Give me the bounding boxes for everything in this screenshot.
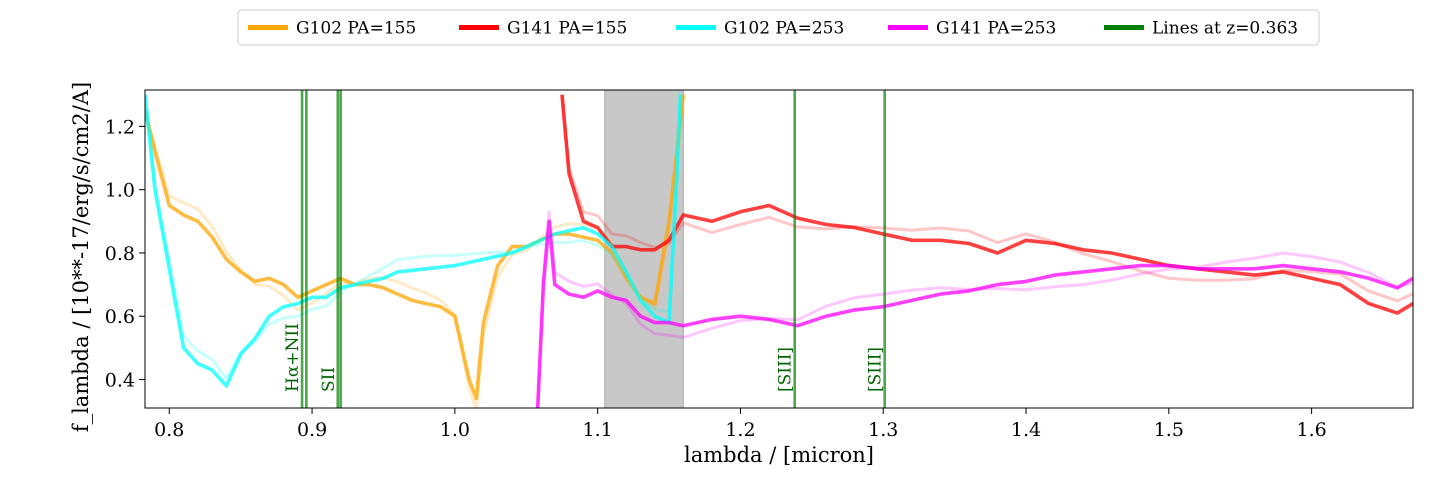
emission-line-label-4: [SIII] [776,347,796,392]
series-line-0 [145,94,686,401]
x-tick-label-4: 1.2 [725,419,755,441]
emission-line-label-0: Hα+NII [283,323,303,392]
series-noise-3 [536,210,1413,408]
axes: Hα+NII SII [SIII] [SIII] 0.8 0.9 1.0 1.1 1.2 1.3 1… [69,82,1414,467]
x-axis-label: lambda / [micron] [684,443,874,467]
x-tick-label-6: 1.4 [1011,419,1041,441]
series-noise-2 [145,90,682,381]
y-tick-label-4: 1.2 [105,116,135,138]
x-tick-label-5: 1.3 [868,419,898,441]
x-tick-label-1: 0.9 [297,419,327,441]
emission-line-label-2: SII [319,367,339,392]
x-tick-label-0: 0.8 [154,419,184,441]
y-axis-label: f_lambda / [10**-17/erg/s/cm2/A] [69,82,93,432]
y-tick-label-2: 0.8 [105,243,135,265]
legend-label-0: G102 PA=155 [296,19,416,39]
legend-label-4: Lines at z=0.363 [1152,19,1298,39]
legend-label-3: G141 PA=253 [936,19,1056,39]
plot-frame [144,89,1414,409]
y-tick-label-0: 0.4 [105,370,135,392]
series-noise-1 [560,94,1413,303]
x-tick-label-3: 1.1 [583,419,613,441]
emission-line-label-5: [SIII] [866,347,886,392]
series-line-2 [145,94,683,388]
series-line-1 [560,94,1413,315]
y-tick-label-1: 0.6 [105,306,135,328]
plot-area [145,90,1413,408]
legend-label-1: G141 PA=155 [507,19,627,39]
legend: G102 PA=155 G141 PA=155 G102 PA=253 G141 PA… [237,9,1320,46]
x-tick-label-8: 1.6 [1297,419,1327,441]
series-line-3 [535,219,1413,408]
legend-label-2: G102 PA=253 [724,19,844,39]
x-tick-label-7: 1.5 [1154,419,1184,441]
y-tick-label-3: 1.0 [105,180,135,202]
x-tick-label-2: 1.0 [440,419,470,441]
legend-box [237,9,1320,46]
